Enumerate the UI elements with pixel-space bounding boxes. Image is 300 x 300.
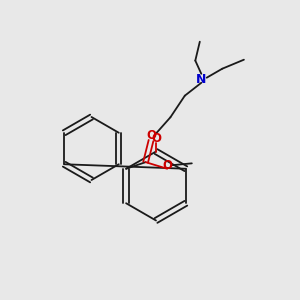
Text: N: N (196, 73, 206, 86)
Text: O: O (146, 129, 156, 142)
Text: O: O (162, 159, 172, 172)
Text: O: O (151, 132, 161, 146)
